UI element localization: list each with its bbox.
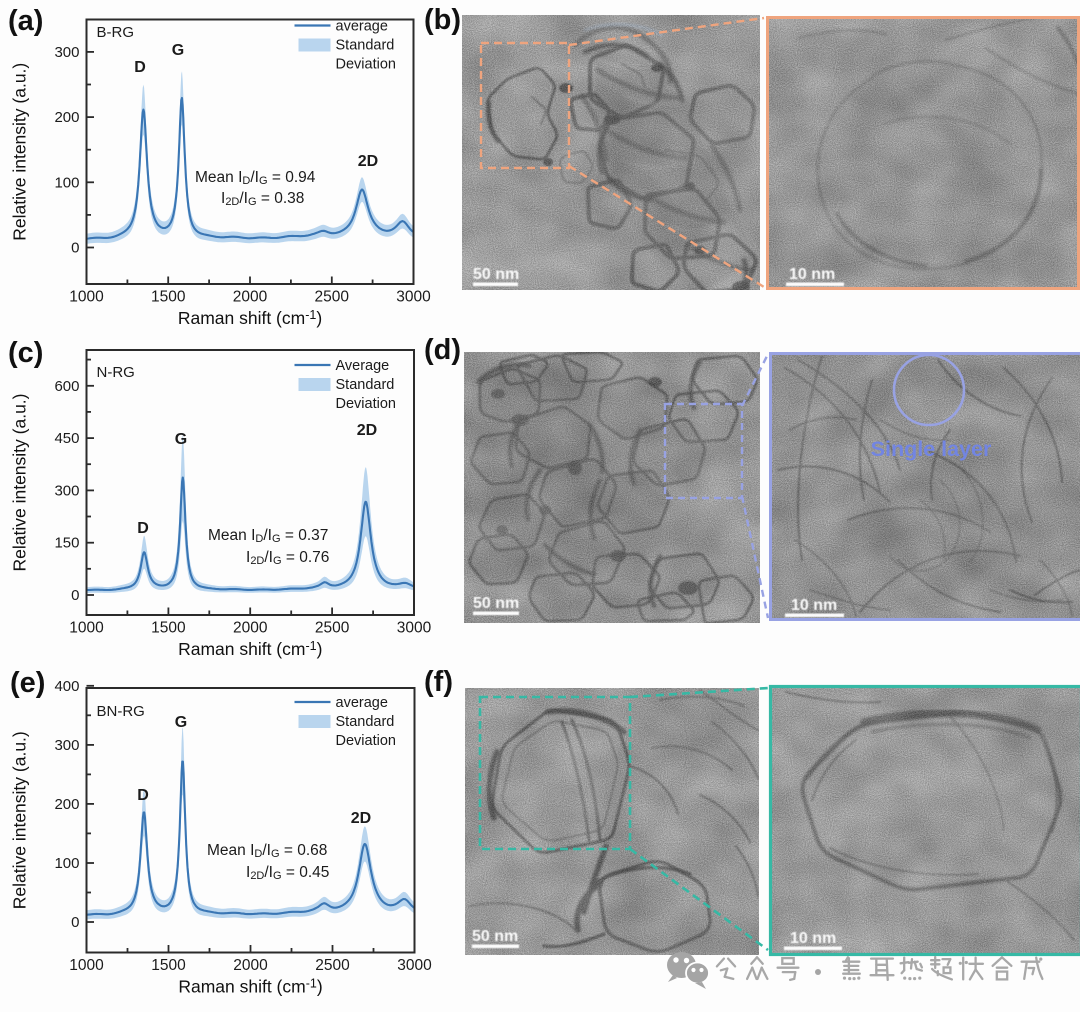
svg-text:2D: 2D: [357, 422, 377, 439]
svg-text:1500: 1500: [151, 289, 186, 306]
svg-text:(b): (b): [424, 4, 461, 36]
svg-text:3000: 3000: [397, 957, 432, 974]
svg-text:Relative intensity (a.u.): Relative intensity (a.u.): [10, 394, 30, 572]
svg-text:0: 0: [71, 914, 79, 931]
svg-text:Deviation: Deviation: [336, 733, 396, 749]
svg-text:Standard: Standard: [336, 714, 395, 730]
svg-text:Mean ID/IG = 0.37: Mean ID/IG = 0.37: [208, 527, 328, 545]
svg-text:D: D: [137, 520, 149, 537]
svg-text:Relative intensity (a.u.): Relative intensity (a.u.): [10, 63, 30, 241]
svg-text:10 nm: 10 nm: [790, 930, 836, 947]
svg-text:2000: 2000: [233, 957, 268, 974]
svg-text:1000: 1000: [69, 620, 104, 637]
svg-text:Deviation: Deviation: [336, 396, 396, 412]
svg-text:D: D: [134, 59, 146, 76]
svg-text:Single layer: Single layer: [871, 437, 992, 461]
svg-text:1000: 1000: [69, 957, 104, 974]
svg-text:Standard: Standard: [336, 38, 395, 54]
svg-text:50 nm: 50 nm: [472, 928, 518, 945]
svg-text:150: 150: [54, 535, 79, 552]
svg-text:2500: 2500: [315, 289, 350, 306]
svg-text:(d): (d): [424, 334, 461, 366]
svg-text:10 nm: 10 nm: [789, 266, 835, 283]
svg-text:Raman shift (cm-1): Raman shift (cm-1): [178, 308, 322, 328]
svg-text:I2D/IG = 0.38: I2D/IG = 0.38: [221, 190, 304, 208]
svg-text:(a): (a): [8, 5, 43, 37]
svg-text:1500: 1500: [151, 957, 186, 974]
svg-text:average: average: [336, 19, 388, 35]
svg-text:2000: 2000: [233, 620, 268, 637]
svg-text:2D: 2D: [358, 153, 378, 170]
svg-text:I2D/IG = 0.45: I2D/IG = 0.45: [246, 864, 329, 882]
svg-text:2500: 2500: [315, 620, 350, 637]
svg-text:Mean ID/IG = 0.68: Mean ID/IG = 0.68: [207, 842, 327, 860]
svg-text:N-RG: N-RG: [97, 364, 135, 381]
svg-text:300: 300: [54, 44, 79, 61]
svg-text:Raman shift (cm-1): Raman shift (cm-1): [178, 977, 322, 997]
svg-text:200: 200: [54, 796, 79, 813]
svg-text:BN-RG: BN-RG: [97, 703, 145, 720]
svg-text:50 nm: 50 nm: [473, 266, 519, 283]
svg-text:10 nm: 10 nm: [791, 597, 837, 614]
svg-text:average: average: [336, 695, 388, 711]
svg-text:G: G: [175, 714, 187, 731]
svg-text:G: G: [172, 42, 184, 59]
svg-text:I2D/IG = 0.76: I2D/IG = 0.76: [246, 549, 329, 567]
svg-text:1000: 1000: [69, 289, 104, 306]
svg-text:100: 100: [54, 174, 79, 191]
svg-text:D: D: [137, 787, 149, 804]
svg-text:600: 600: [54, 378, 79, 395]
svg-text:50 nm: 50 nm: [473, 595, 519, 612]
svg-text:3000: 3000: [397, 620, 432, 637]
svg-text:3000: 3000: [396, 289, 431, 306]
svg-text:(c): (c): [8, 337, 43, 369]
svg-text:2D: 2D: [351, 810, 371, 827]
svg-text:300: 300: [54, 482, 79, 499]
svg-text:300: 300: [54, 737, 79, 754]
svg-text:Standard: Standard: [336, 377, 395, 393]
svg-text:Raman shift (cm-1): Raman shift (cm-1): [178, 639, 322, 659]
svg-text:0: 0: [71, 587, 79, 604]
svg-text:200: 200: [54, 109, 79, 126]
svg-text:100: 100: [54, 855, 79, 872]
svg-text:(f): (f): [424, 666, 453, 698]
svg-text:Deviation: Deviation: [336, 57, 396, 73]
svg-text:400: 400: [54, 678, 79, 695]
svg-text:B-RG: B-RG: [97, 24, 135, 41]
svg-text:2000: 2000: [233, 289, 268, 306]
svg-text:2500: 2500: [315, 957, 350, 974]
svg-text:450: 450: [54, 430, 79, 447]
svg-text:(e): (e): [10, 667, 45, 699]
svg-text:G: G: [175, 431, 187, 448]
svg-text:Average: Average: [336, 358, 390, 374]
svg-text:0: 0: [71, 240, 79, 257]
svg-text:1500: 1500: [151, 620, 186, 637]
svg-text:Relative intensity (a.u.): Relative intensity (a.u.): [10, 731, 30, 909]
svg-text:Mean ID/IG = 0.94: Mean ID/IG = 0.94: [195, 169, 316, 187]
